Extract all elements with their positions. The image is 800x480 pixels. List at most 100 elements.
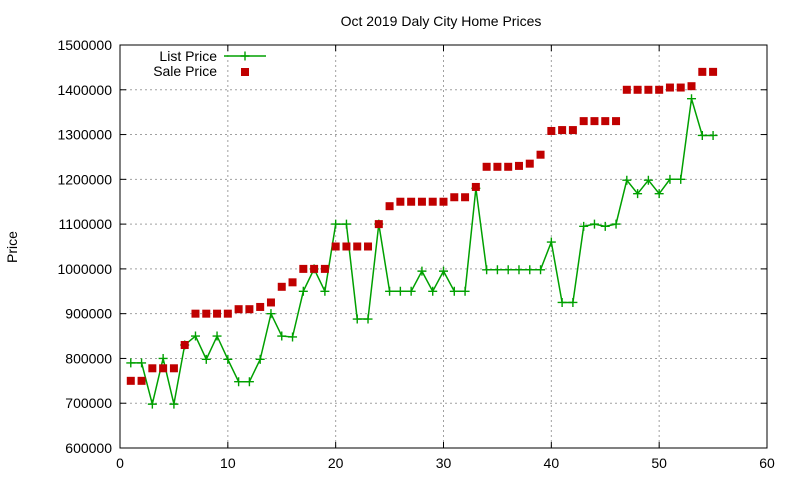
list-price-point <box>643 175 653 185</box>
sale-price-point <box>504 162 513 171</box>
list-price-point <box>341 219 351 229</box>
axes: 600000 700000 800000 900000 1000000 1100000 12… <box>57 37 775 471</box>
plot-area <box>126 67 718 409</box>
list-price-point <box>589 219 599 229</box>
sale-price-point <box>612 117 621 126</box>
sale-price-point <box>601 117 610 126</box>
list-price-point <box>126 358 136 368</box>
list-price-point <box>417 266 427 276</box>
list-price-point <box>449 286 459 296</box>
x-tick-label: 0 <box>116 455 124 471</box>
sale-price-point <box>277 282 286 291</box>
series-sale-price <box>126 67 718 385</box>
list-price-point <box>492 265 502 275</box>
sale-price-point <box>159 364 168 373</box>
list-price-point <box>331 219 341 229</box>
sale-price-point <box>148 364 157 373</box>
sale-price-point <box>137 376 146 385</box>
sale-price-point <box>439 197 448 206</box>
sale-price-point <box>698 67 707 76</box>
x-tick-label: 50 <box>651 455 667 471</box>
sale-price-point <box>385 202 394 211</box>
x-tick-label: 30 <box>436 455 452 471</box>
list-price-point <box>352 314 362 324</box>
y-tick-label: 600000 <box>65 440 112 456</box>
sale-price-point <box>471 182 480 191</box>
sale-price-point <box>396 197 405 206</box>
list-price-point <box>600 221 610 231</box>
sale-price-point <box>482 162 491 171</box>
list-price-point <box>320 286 330 296</box>
sale-price-point <box>266 298 275 307</box>
list-price-point <box>298 286 308 296</box>
list-price-point <box>169 399 179 409</box>
legend: List Price Sale Price <box>153 48 266 79</box>
list-price-point <box>460 286 470 296</box>
y-tick-label: 1100000 <box>59 216 113 232</box>
sale-price-point <box>331 242 340 251</box>
list-price-point <box>687 94 697 104</box>
list-price-point <box>158 353 168 363</box>
sale-price-point <box>256 302 265 311</box>
list-price-point <box>255 354 265 364</box>
sale-price-point <box>514 161 523 170</box>
y-tick-label: 900000 <box>65 306 112 322</box>
list-price-point <box>514 265 524 275</box>
chart-title: Oct 2019 Daly City Home Prices <box>341 13 542 29</box>
y-tick-label: 700000 <box>65 395 112 411</box>
sale-price-point <box>687 82 696 91</box>
list-price-point <box>385 286 395 296</box>
legend-marker-sale-price <box>241 68 249 76</box>
list-price-point <box>654 189 664 199</box>
list-price-point <box>546 237 556 247</box>
sale-price-point <box>579 117 588 126</box>
list-price-point <box>266 309 276 319</box>
sale-price-point <box>450 193 459 202</box>
y-tick-label: 1300000 <box>57 127 112 143</box>
list-price-point <box>482 265 492 275</box>
sale-price-point <box>342 242 351 251</box>
sale-price-point <box>622 85 631 94</box>
list-price-point <box>234 377 244 387</box>
sale-price-point <box>299 264 308 273</box>
sale-price-point <box>234 305 243 314</box>
y-tick-label: 1200000 <box>57 171 112 187</box>
series-list-price <box>126 94 718 409</box>
legend-label-list-price: List Price <box>159 48 217 64</box>
sale-price-point <box>655 85 664 94</box>
sale-price-point <box>428 197 437 206</box>
sale-price-point <box>568 126 577 135</box>
sale-price-point <box>364 242 373 251</box>
list-price-point <box>611 219 621 229</box>
list-price-point <box>697 130 707 140</box>
sale-price-point <box>536 150 545 159</box>
y-axis-label: Price <box>4 231 20 263</box>
sale-price-point <box>353 242 362 251</box>
x-tick-label: 40 <box>544 455 560 471</box>
list-price-point <box>363 314 373 324</box>
list-price-point <box>288 332 298 342</box>
list-price-point <box>525 265 535 275</box>
list-price-point <box>137 358 147 368</box>
list-price-point <box>503 265 513 275</box>
legend-marker-list-price <box>240 51 250 61</box>
list-price-point <box>147 399 157 409</box>
list-price-point <box>212 331 222 341</box>
list-price-point <box>406 286 416 296</box>
x-tick-label: 60 <box>759 455 775 471</box>
y-tick-label: 1400000 <box>57 82 112 98</box>
sale-price-point <box>558 126 567 135</box>
x-tick-label: 10 <box>220 455 236 471</box>
list-price-point <box>244 377 254 387</box>
y-tick-label: 1500000 <box>57 37 112 53</box>
sale-price-point <box>374 220 383 229</box>
list-price-point <box>557 297 567 307</box>
sale-price-point <box>180 341 189 350</box>
sale-price-point <box>676 83 685 92</box>
sale-price-point <box>461 193 470 202</box>
sale-price-point <box>310 264 319 273</box>
list-price-point <box>633 189 643 199</box>
sale-price-point <box>288 278 297 287</box>
